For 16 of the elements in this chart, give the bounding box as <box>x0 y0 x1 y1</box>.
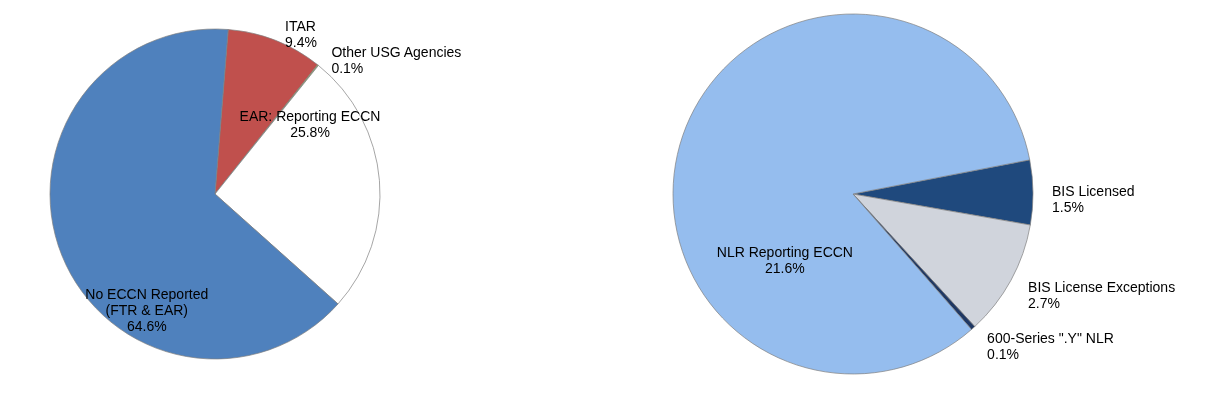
slice-label: EAR: Reporting ECCN <box>239 108 381 125</box>
data-label: 1.5% <box>1051 199 1084 216</box>
data-label: 2.7% <box>1028 294 1060 311</box>
data-label: 25.8% <box>290 124 330 141</box>
slice-label: BIS Licensed <box>1051 183 1135 200</box>
slice-label: ITAR <box>285 17 316 34</box>
slice-label: 600-Series ".Y" NLR <box>987 330 1114 347</box>
data-label: 0.1% <box>987 346 1020 363</box>
data-label: 9.4% <box>285 33 317 50</box>
data-label: 0.1% <box>331 60 364 77</box>
slice-label: No ECCN Reported (FTR & EAR) <box>85 286 209 319</box>
data-label: 21.6% <box>765 259 805 276</box>
slice-label: NLR Reporting ECCN <box>716 243 853 260</box>
data-label: 64.6% <box>126 318 167 335</box>
slice-label: Other USG Agencies <box>331 44 462 61</box>
slice-label: BIS License Exceptions <box>1028 278 1176 295</box>
